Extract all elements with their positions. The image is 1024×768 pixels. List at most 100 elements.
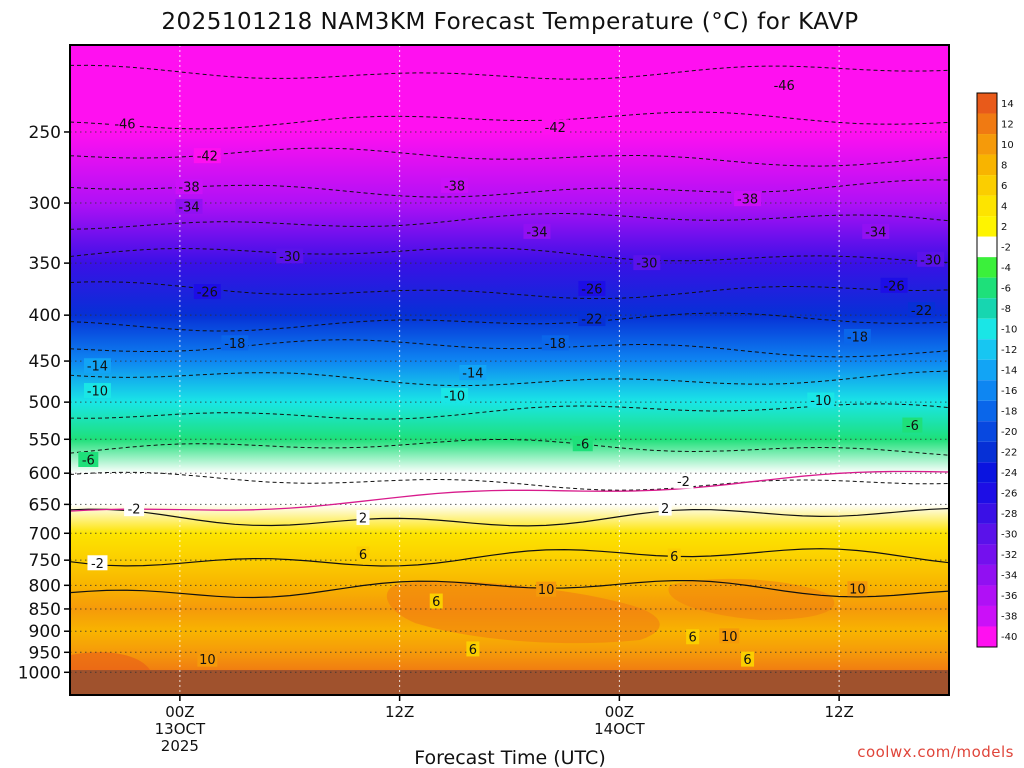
contour-label-bg (83, 358, 111, 374)
colorbar-label: -20 (1001, 427, 1017, 438)
y-tick-label: 850 (29, 600, 61, 620)
contour-label: -34 (865, 225, 886, 240)
contour-label-bg (441, 387, 469, 403)
contour-label: -2 (128, 503, 141, 518)
y-tick-label: 450 (29, 352, 61, 372)
contour-label: -34 (178, 200, 199, 215)
below-ground-band (70, 670, 949, 695)
colorbar-swatch (977, 482, 997, 504)
contour-label-bg (111, 116, 139, 132)
contour-label-bg (719, 628, 740, 644)
y-tick-label: 350 (29, 254, 61, 274)
colorbar-swatch (977, 544, 997, 565)
contour-label: -2 (91, 557, 104, 572)
colorbar-swatch (977, 523, 997, 545)
contour-label-bg (633, 255, 661, 271)
contour-label: -10 (87, 385, 108, 400)
contour-label-bg (807, 392, 835, 408)
contour-label-bg (917, 251, 945, 267)
colorbar-label: -2 (1001, 242, 1011, 253)
contour-label-bg (578, 280, 606, 296)
contour-label: -30 (636, 257, 657, 272)
colorbar-swatch (977, 318, 997, 340)
watermark: coolwx.com/models (857, 743, 1014, 761)
colorbar-swatch (977, 298, 997, 319)
contour-label: 6 (743, 653, 751, 668)
contour-label-bg (847, 581, 868, 597)
contour-label-bg (466, 641, 480, 657)
contour-label-bg (83, 383, 111, 399)
isotherm-lines (70, 64, 949, 599)
colorbar-label: -38 (1001, 612, 1017, 623)
y-tick-label: 700 (29, 524, 61, 544)
freezing-line (70, 470, 949, 512)
contour-label-bg (356, 509, 370, 525)
colorbar-label: -26 (1001, 489, 1017, 500)
contour-label-bg (193, 148, 221, 164)
contour-label-bg (78, 451, 99, 467)
contour-label-bg (572, 436, 593, 452)
contour-label: -42 (545, 121, 566, 136)
colorbar-label: -10 (1001, 324, 1017, 335)
x-tick-label: 12Z (385, 703, 414, 721)
isotherm-10 (70, 580, 949, 599)
contour-label: -6 (576, 438, 589, 453)
colorbar-label: -8 (1001, 304, 1011, 315)
y-tick-label: 950 (29, 643, 61, 663)
colorbar-label: -18 (1001, 407, 1017, 418)
contour-label-bg (880, 277, 908, 293)
colorbar-label: 2 (1001, 222, 1007, 233)
x-tick-label: 00Z (605, 703, 634, 721)
contour-label-bg (578, 311, 606, 327)
contour-label: 2 (661, 502, 669, 517)
colorbar-swatch (977, 626, 997, 647)
contour-label: 10 (538, 583, 555, 598)
plot-frame (69, 44, 950, 696)
colorbar-label: 10 (1001, 140, 1014, 151)
colorbar-swatch (977, 380, 997, 401)
contour-label-bg (843, 328, 871, 344)
isotherm-6 (70, 548, 949, 567)
contour-label-bg (658, 500, 672, 516)
y-tick-label: 650 (29, 495, 61, 515)
y-tick-label: 400 (29, 306, 61, 326)
colorbar-label: -6 (1001, 283, 1011, 294)
colorbar-swatch (977, 195, 997, 217)
y-tick-label: 600 (29, 464, 61, 484)
y-tick-label: 800 (29, 576, 61, 596)
y-tick-label: 300 (29, 194, 61, 214)
colorbar-label: 4 (1001, 201, 1007, 212)
warm-pocket-east (668, 578, 835, 620)
colorbar-label: -40 (1001, 632, 1017, 643)
colorbar-swatch (977, 134, 997, 155)
contour-label: 6 (688, 631, 696, 646)
colorbar-label: -4 (1001, 263, 1011, 274)
contour-label: -22 (911, 304, 932, 319)
contour-label-bg (908, 302, 936, 318)
colorbar-label: 8 (1001, 160, 1007, 171)
colorbar-swatch (977, 400, 997, 422)
contour-label-bg (175, 179, 203, 195)
contour-label-bg (276, 248, 304, 264)
contour-label-bg (459, 365, 487, 381)
y-tick-label: 500 (29, 393, 61, 413)
colorbar-label: 12 (1001, 119, 1014, 130)
colorbar-label: 14 (1001, 99, 1014, 110)
contour-label: -46 (774, 79, 795, 94)
colorbar-swatch (977, 257, 997, 278)
contour-label-bg (770, 77, 798, 93)
colorbar-swatch (977, 93, 997, 114)
contour-label: 10 (199, 653, 216, 668)
contour-label: -18 (545, 337, 566, 352)
contour-label-bg (541, 119, 569, 135)
colorbar-swatch (977, 605, 997, 627)
colorbar-swatch (977, 154, 997, 176)
contour-label-bg (673, 473, 694, 489)
contour-label-bg (862, 223, 890, 239)
colorbar-swatch (977, 421, 997, 442)
contour-label: -30 (920, 253, 941, 268)
x-tick-label: 2025 (161, 737, 199, 755)
contour-label: -26 (581, 282, 602, 297)
plot-area: -46 -46 -42 -42 -38 -38 -38 -34 -34 -34 -30 -30 -30 -… (70, 45, 949, 695)
colorbar-label: -22 (1001, 448, 1017, 459)
